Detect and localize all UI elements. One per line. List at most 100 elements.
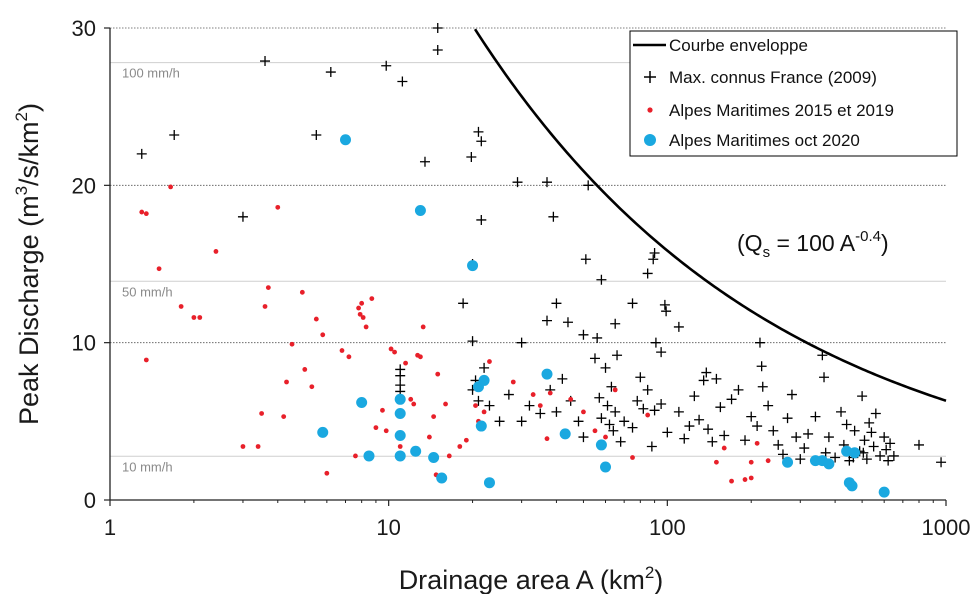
formula-mid: = 100 A xyxy=(770,230,856,256)
france-point xyxy=(432,23,443,33)
am-2015-2019-point xyxy=(363,324,369,330)
france-point xyxy=(703,424,714,435)
france-point xyxy=(698,375,709,386)
france-point xyxy=(419,156,430,167)
france-point xyxy=(596,413,607,424)
x-axis-paren-close: ) xyxy=(654,565,663,594)
am-2015-2019-point xyxy=(748,475,754,481)
france-point xyxy=(849,425,860,436)
am-2015-2019-point xyxy=(369,296,375,302)
france-point xyxy=(600,362,611,373)
france-point xyxy=(866,427,877,438)
am-2020-point xyxy=(436,472,448,484)
am-2015-2019-point xyxy=(592,428,598,434)
france-point xyxy=(868,441,879,452)
formula-prefix: (Q xyxy=(737,230,763,256)
france-point xyxy=(650,337,661,348)
am-2015-2019-point xyxy=(213,249,219,254)
am-2020-point xyxy=(410,445,422,457)
france-point xyxy=(746,411,757,422)
x-axis-title: Drainage area A (km2) xyxy=(399,563,664,594)
france-point xyxy=(627,422,638,433)
france-point xyxy=(551,298,562,309)
x-axis-label: Drainage area A xyxy=(399,565,594,594)
legend-am-2015-2019-swatch xyxy=(647,107,653,113)
am-2015-2019-point xyxy=(530,392,536,397)
am-2015-2019-point xyxy=(431,414,437,420)
am-2020-point xyxy=(394,450,406,462)
france-point xyxy=(791,432,802,443)
france-point xyxy=(870,408,881,419)
am-2015-2019-point xyxy=(255,444,261,449)
y-axis-unit-sup1: 3 xyxy=(12,186,31,195)
x-axis-paren-open: ( xyxy=(592,565,609,594)
am-2015-2019-point xyxy=(373,425,379,431)
france-point xyxy=(473,395,484,406)
france-point xyxy=(466,152,477,163)
france-point xyxy=(754,337,765,348)
legend-box xyxy=(629,30,958,157)
france-point xyxy=(381,60,392,71)
france-point xyxy=(542,177,553,188)
france-point xyxy=(535,408,546,419)
am-2015-2019-point xyxy=(748,459,754,465)
france-point xyxy=(458,298,469,309)
france-point xyxy=(557,373,568,384)
am-2020-point xyxy=(846,480,858,492)
france-point xyxy=(562,317,573,328)
am-2015-2019-point xyxy=(178,304,184,309)
am-2015-2019-point xyxy=(262,304,268,309)
france-point xyxy=(888,450,899,461)
france-point xyxy=(136,148,147,159)
am-2015-2019-point xyxy=(403,360,408,366)
france-point xyxy=(694,414,705,425)
france-point xyxy=(733,384,744,395)
france-point xyxy=(719,430,730,441)
france-point xyxy=(817,350,828,361)
am-2015-2019-point xyxy=(356,305,361,311)
x-tick-label: 100 xyxy=(649,515,686,540)
am-2020-point xyxy=(356,396,368,408)
france-point xyxy=(395,370,406,381)
am-2015-2019-point xyxy=(765,458,771,464)
am-2015-2019-point xyxy=(544,436,550,442)
france-point xyxy=(756,361,767,372)
france-point xyxy=(799,443,810,454)
am-2020-point xyxy=(478,374,490,386)
france-point xyxy=(673,321,684,332)
series-plus xyxy=(136,23,947,468)
y-axis-unit-sup2: 2 xyxy=(12,112,31,121)
y-axis-title: Peak Discharge (m3/s/km2) xyxy=(12,103,44,425)
france-point xyxy=(803,428,814,439)
am-2015-2019-point xyxy=(547,390,553,396)
france-point xyxy=(602,400,613,411)
am-2020-point xyxy=(823,458,835,470)
x-tick-label: 1 xyxy=(104,515,116,540)
france-point xyxy=(551,406,562,417)
legend-am-2020-swatch xyxy=(644,134,656,146)
am-2020-point xyxy=(595,439,607,451)
france-point xyxy=(484,400,495,411)
france-point xyxy=(648,254,659,265)
envelope-curve xyxy=(473,28,947,402)
france-point xyxy=(169,129,180,140)
france-point xyxy=(512,177,523,188)
france-point xyxy=(473,126,484,137)
france-point xyxy=(763,400,774,411)
am-2015-2019-point xyxy=(435,371,441,377)
am-2020-point xyxy=(394,407,406,419)
am-2015-2019-point xyxy=(418,354,423,360)
france-point xyxy=(752,421,763,432)
am-2020-point xyxy=(363,450,375,462)
france-point xyxy=(311,129,322,140)
france-point xyxy=(649,405,660,416)
france-point xyxy=(583,180,594,191)
am-2015-2019-point xyxy=(275,204,281,210)
am-2015-2019-point xyxy=(510,379,516,385)
france-point xyxy=(689,391,700,402)
am-2015-2019-point xyxy=(457,444,463,449)
france-point xyxy=(397,76,408,87)
series-dot xyxy=(139,184,771,484)
formula-suffix: ) xyxy=(881,230,889,256)
am-2015-2019-point xyxy=(714,459,719,465)
